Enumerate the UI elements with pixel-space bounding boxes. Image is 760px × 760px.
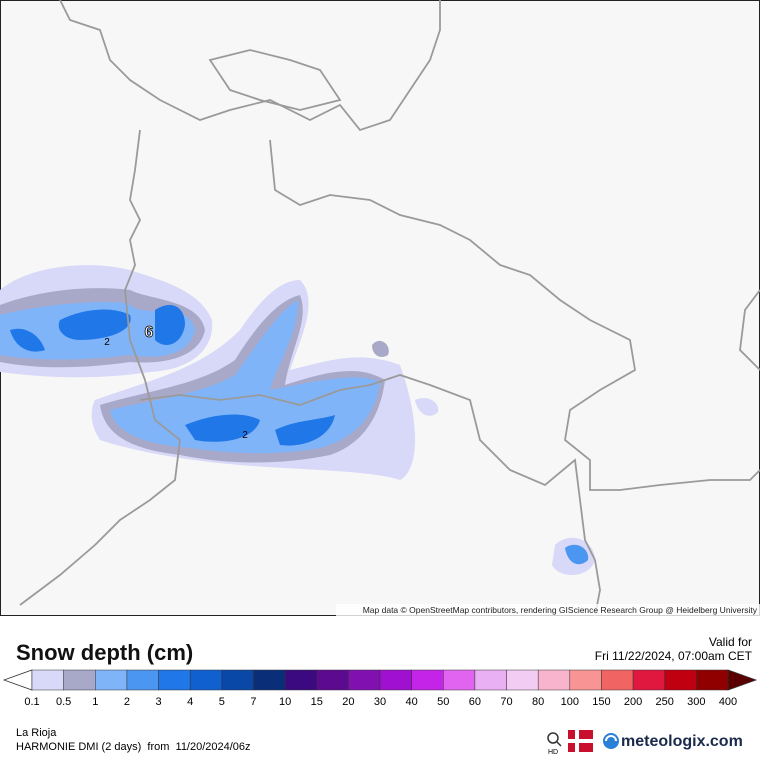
- snow-areas: [0, 265, 595, 576]
- legend-label: 15: [311, 696, 323, 708]
- legend-label: 250: [656, 696, 674, 708]
- color-swatch: [158, 669, 191, 691]
- color-swatch: [189, 669, 223, 691]
- brand: meteologix.com: [621, 733, 743, 750]
- map: 2 6 2 Map data © OpenStreetMap contribut…: [0, 0, 760, 616]
- borders: [19, 0, 760, 616]
- hd-icon: HD: [547, 732, 562, 756]
- color-swatch: [348, 669, 381, 691]
- legend-label: 200: [624, 696, 642, 708]
- flag-denmark: [568, 730, 593, 752]
- color-bar: 0.1 0.5 1 2 3 4 5 7 10 15 20 30 40 50 60 70 80 100 150 200 2…: [2, 669, 758, 708]
- brand-logo: [603, 733, 619, 749]
- color-swatch: [316, 669, 349, 691]
- color-swatch: [379, 669, 412, 691]
- color-swatch: [537, 669, 571, 691]
- model-run: HARMONIE DMI (2 days) from 11/20/2024/06…: [16, 741, 251, 753]
- legend-label: 3: [155, 696, 161, 708]
- legend-label: 100: [561, 696, 579, 708]
- legend-label: 5: [219, 696, 225, 708]
- legend-label: 80: [532, 696, 544, 708]
- color-swatch: [601, 669, 634, 691]
- color-swatch: [443, 669, 476, 691]
- legend-label: 40: [406, 696, 418, 708]
- color-swatch: [664, 669, 697, 691]
- color-swatch: [95, 669, 128, 691]
- legend-label: 60: [469, 696, 481, 708]
- legend-label: 10: [279, 696, 291, 708]
- attribution: Map data © OpenStreetMap contributors, r…: [363, 605, 758, 615]
- color-swatch: [632, 669, 665, 691]
- color-swatch: [126, 669, 159, 691]
- color-swatch: [221, 669, 254, 691]
- low-arrow: [2, 669, 33, 691]
- legend-label: 7: [250, 696, 256, 708]
- hd-label: HD: [548, 749, 558, 756]
- legend-label: 70: [500, 696, 512, 708]
- legend-label: 150: [592, 696, 610, 708]
- legend-label: 2: [124, 696, 130, 708]
- legend-label: 0.5: [56, 696, 71, 708]
- legend-label: 400: [719, 696, 737, 708]
- valid-label: Valid for: [709, 635, 752, 649]
- valid-time: Fri 11/22/2024, 07:00am CET: [595, 649, 753, 663]
- color-swatch: [31, 669, 64, 691]
- legend: Snow depth (cm) Valid for Fri 11/22/2024…: [2, 635, 758, 756]
- legend-label: 30: [374, 696, 386, 708]
- high-arrow: [727, 669, 758, 691]
- legend-label: 1: [92, 696, 98, 708]
- contour-label: 2: [242, 430, 248, 441]
- color-swatch: [474, 669, 507, 691]
- legend-label: 50: [437, 696, 449, 708]
- contour-label: 2: [104, 337, 110, 348]
- color-swatch: [696, 669, 729, 691]
- color-swatch: [569, 669, 602, 691]
- color-swatch: [63, 669, 96, 691]
- contour-label: 6: [145, 324, 154, 341]
- color-swatch: [506, 669, 539, 691]
- legend-label: 4: [187, 696, 193, 708]
- legend-label: 20: [342, 696, 354, 708]
- color-swatch: [253, 669, 286, 691]
- legend-label: 0.1: [24, 696, 39, 708]
- legend-label: 300: [687, 696, 705, 708]
- attribution-bg: [336, 604, 760, 616]
- legend-title: Snow depth (cm): [16, 640, 193, 665]
- color-swatch: [284, 669, 317, 691]
- region: La Rioja: [16, 727, 57, 739]
- color-swatch: [411, 669, 444, 691]
